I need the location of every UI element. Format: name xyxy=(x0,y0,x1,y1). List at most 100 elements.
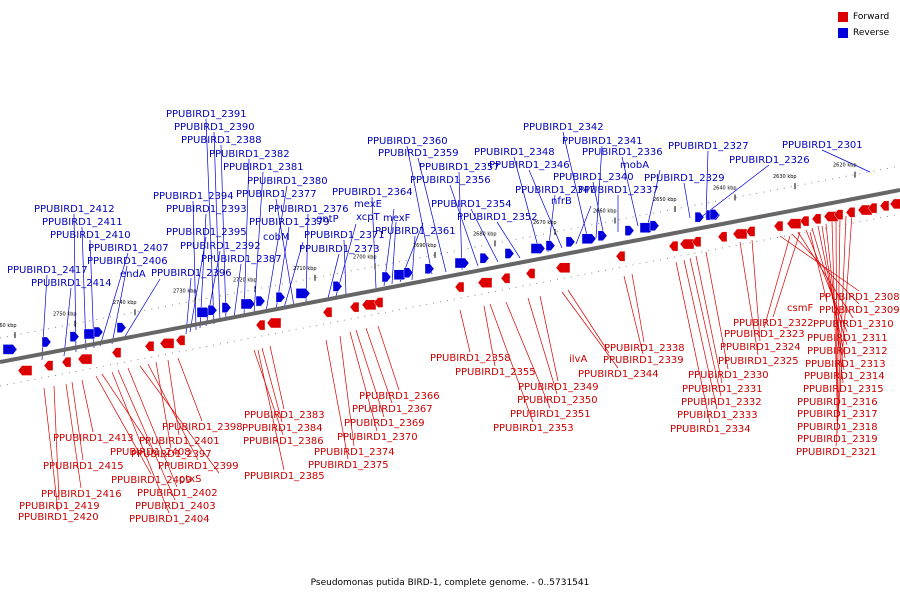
reverse-gene-label-ppubird1-2395: PPUBIRD1_2395 xyxy=(166,227,247,238)
forward-leader-line xyxy=(751,239,761,342)
reverse-gene-arrow xyxy=(565,236,576,248)
forward-leader-line xyxy=(772,231,801,318)
forward-gene-label-ppubird1-2370: PPUBIRD1_2370 xyxy=(337,432,418,443)
forward-leader-line xyxy=(101,373,151,447)
forward-gene-label-ppubird1-2404: PPUBIRD1_2404 xyxy=(129,514,210,525)
reverse-gene-label-ppubird1-2414: PPUBIRD1_2414 xyxy=(31,278,112,289)
reverse-gene-label-ppubird1-2340: PPUBIRD1_2340 xyxy=(553,172,634,183)
forward-leader-line xyxy=(483,305,496,367)
forward-gene-label-ppubird1-2408: PPUBIRD1_2408 xyxy=(110,447,191,458)
forward-gene-arrow xyxy=(144,341,155,352)
tick-label: 2640 kbp xyxy=(713,186,737,192)
forward-gene-label-ppubird1-2308: PPUBIRD1_2308 xyxy=(819,292,900,303)
forward-gene-label-ppubird1-2344: PPUBIRD1_2344 xyxy=(578,369,659,380)
forward-gene-arrow xyxy=(668,240,679,252)
legend-reverse-label: Reverse xyxy=(853,28,890,38)
forward-gene-arrow xyxy=(615,251,626,262)
reverse-gene-arrow xyxy=(255,295,266,307)
forward-gene-label-ppubird1-2401: PPUBIRD1_2401 xyxy=(139,436,220,447)
reverse-gene-label-ppubird1-2341: PPUBIRD1_2341 xyxy=(562,136,643,147)
reverse-leader-line xyxy=(470,208,499,263)
forward-gene-arrow xyxy=(811,213,822,225)
forward-gene-label-ppubird1-2314: PPUBIRD1_2314 xyxy=(804,371,885,382)
forward-gene-label-ppubird1-2310: PPUBIRD1_2310 xyxy=(813,319,894,330)
forward-leader-line xyxy=(325,339,349,460)
reverse-gene-label-ppubird1-2376: PPUBIRD1_2376 xyxy=(268,204,349,215)
forward-gene-arrow xyxy=(867,202,878,214)
reverse-leader-line xyxy=(592,181,605,237)
forward-leader-line xyxy=(791,233,860,305)
reverse-gene-label-ppubird1-2354: PPUBIRD1_2354 xyxy=(431,199,512,210)
tick-label: 2750 kbp xyxy=(53,312,77,318)
forward-leader-line xyxy=(835,219,838,409)
reverse-gene-arrow xyxy=(694,211,705,223)
reverse-gene-label-ppubird1-2380: PPUBIRD1_2380 xyxy=(247,176,328,187)
forward-gene-label-ppubird1-2318: PPUBIRD1_2318 xyxy=(797,422,878,433)
reverse-gene-label-ppubird1-2406: PPUBIRD1_2406 xyxy=(87,256,168,267)
reverse-gene-label-ppubird1-2411: PPUBIRD1_2411 xyxy=(42,217,123,228)
reverse-leader-line xyxy=(595,145,603,239)
forward-gene-arrow xyxy=(175,335,186,346)
reverse-gene-arrow xyxy=(275,292,286,303)
tick-label: 2700 kbp xyxy=(353,254,377,260)
forward-gene-label-ppubird1-2398: PPUBIRD1_2398 xyxy=(162,422,243,433)
reverse-gene-label-ppubird1-2391: PPUBIRD1_2391 xyxy=(166,109,247,120)
reverse-gene-arrow xyxy=(221,302,232,313)
forward-leader-line xyxy=(349,331,378,432)
forward-gene-label-ppubird1-2333: PPUBIRD1_2333 xyxy=(677,410,758,421)
reverse-gene-label-ppubird1-2346: PPUBIRD1_2346 xyxy=(489,160,570,171)
reverse-gene-arrow xyxy=(424,263,435,274)
forward-gene-label-ppubird1-2383: PPUBIRD1_2383 xyxy=(244,410,325,421)
reverse-gene-arrow xyxy=(295,288,311,299)
reverse-leader-line xyxy=(99,252,129,347)
reverse-gene-label-xcpt: xcpT xyxy=(356,212,381,223)
forward-gene-label-ppubird1-2322: PPUBIRD1_2322 xyxy=(733,318,814,329)
forward-leader-line xyxy=(763,235,791,329)
reverse-leader-line xyxy=(562,131,589,241)
reverse-gene-label-ppubird1-2396: PPUBIRD1_2396 xyxy=(151,268,232,279)
reverse-gene-arrow xyxy=(597,230,608,241)
gene-labels: PPUBIRD1_2301 PPUBIRD1_2326 PPUBIRD1_2327 P… xyxy=(7,109,900,525)
reverse-gene-arrow xyxy=(479,253,490,264)
reverse-gene-label-ppubird1-2337: PPUBIRD1_2337 xyxy=(578,185,659,196)
forward-gene-label-ppubird1-2369: PPUBIRD1_2369 xyxy=(344,418,425,429)
reverse-gene-label-ppubird1-2347: PPUBIRD1_2347 xyxy=(515,185,596,196)
forward-leader-line xyxy=(705,251,729,370)
reverse-leader-line xyxy=(111,265,128,345)
forward-leader-line xyxy=(683,259,718,410)
forward-gene-arrow xyxy=(786,218,802,229)
reverse-gene-label-ppubird1-2352: PPUBIRD1_2352 xyxy=(457,212,538,223)
forward-gene-label-ppubird1-2397: PPUBIRD1_2397 xyxy=(131,449,212,460)
reverse-leader-line xyxy=(705,150,709,219)
forward-gene-label-ppubird1-2349: PPUBIRD1_2349 xyxy=(518,382,599,393)
reverse-gene-label-ppubird1-2348: PPUBIRD1_2348 xyxy=(474,147,555,158)
reverse-gene-label-ppubird1-2301: PPUBIRD1_2301 xyxy=(782,140,863,151)
tick-label: 2650 kbp xyxy=(653,197,677,203)
forward-leader-line xyxy=(805,229,848,333)
reverse-leader-line xyxy=(683,182,691,219)
forward-leader-line xyxy=(81,379,94,433)
reverse-gene-arrow xyxy=(545,240,556,251)
reverse-gene-label-ppubird1-2394: PPUBIRD1_2394 xyxy=(153,191,234,202)
forward-gene-label-ppubird1-2324: PPUBIRD1_2324 xyxy=(720,342,801,353)
forward-gene-label-ppubird1-2399: PPUBIRD1_2399 xyxy=(158,461,239,472)
tick-label: 2670 kbp xyxy=(533,220,557,226)
reverse-gene-label-ppubird1-2417: PPUBIRD1_2417 xyxy=(7,265,88,276)
forward-gene-label-ppubird1-2331: PPUBIRD1_2331 xyxy=(682,384,763,395)
gene-features xyxy=(2,198,900,376)
forward-gene-label-ppubird1-2309: PPUBIRD1_2309 xyxy=(819,305,900,316)
reverse-gene-arrow xyxy=(116,322,127,333)
reverse-gene-label-ppubird1-2357: PPUBIRD1_2357 xyxy=(419,162,500,173)
reverse-leader-line xyxy=(528,169,563,249)
forward-leader-line xyxy=(261,347,283,423)
forward-gene-label-ppubird1-2419: PPUBIRD1_2419 xyxy=(19,501,100,512)
reverse-gene-arrow xyxy=(581,233,597,244)
forward-gene-label-ptxs: ptxS xyxy=(179,474,202,485)
forward-gene-arrow xyxy=(322,307,333,318)
forward-gene-arrow xyxy=(255,319,266,331)
forward-leader-line xyxy=(177,357,203,422)
forward-gene-arrow xyxy=(159,338,175,349)
reverse-gene-label-ppubird1-2360: PPUBIRD1_2360 xyxy=(367,136,448,147)
reverse-leader-line xyxy=(73,213,77,353)
